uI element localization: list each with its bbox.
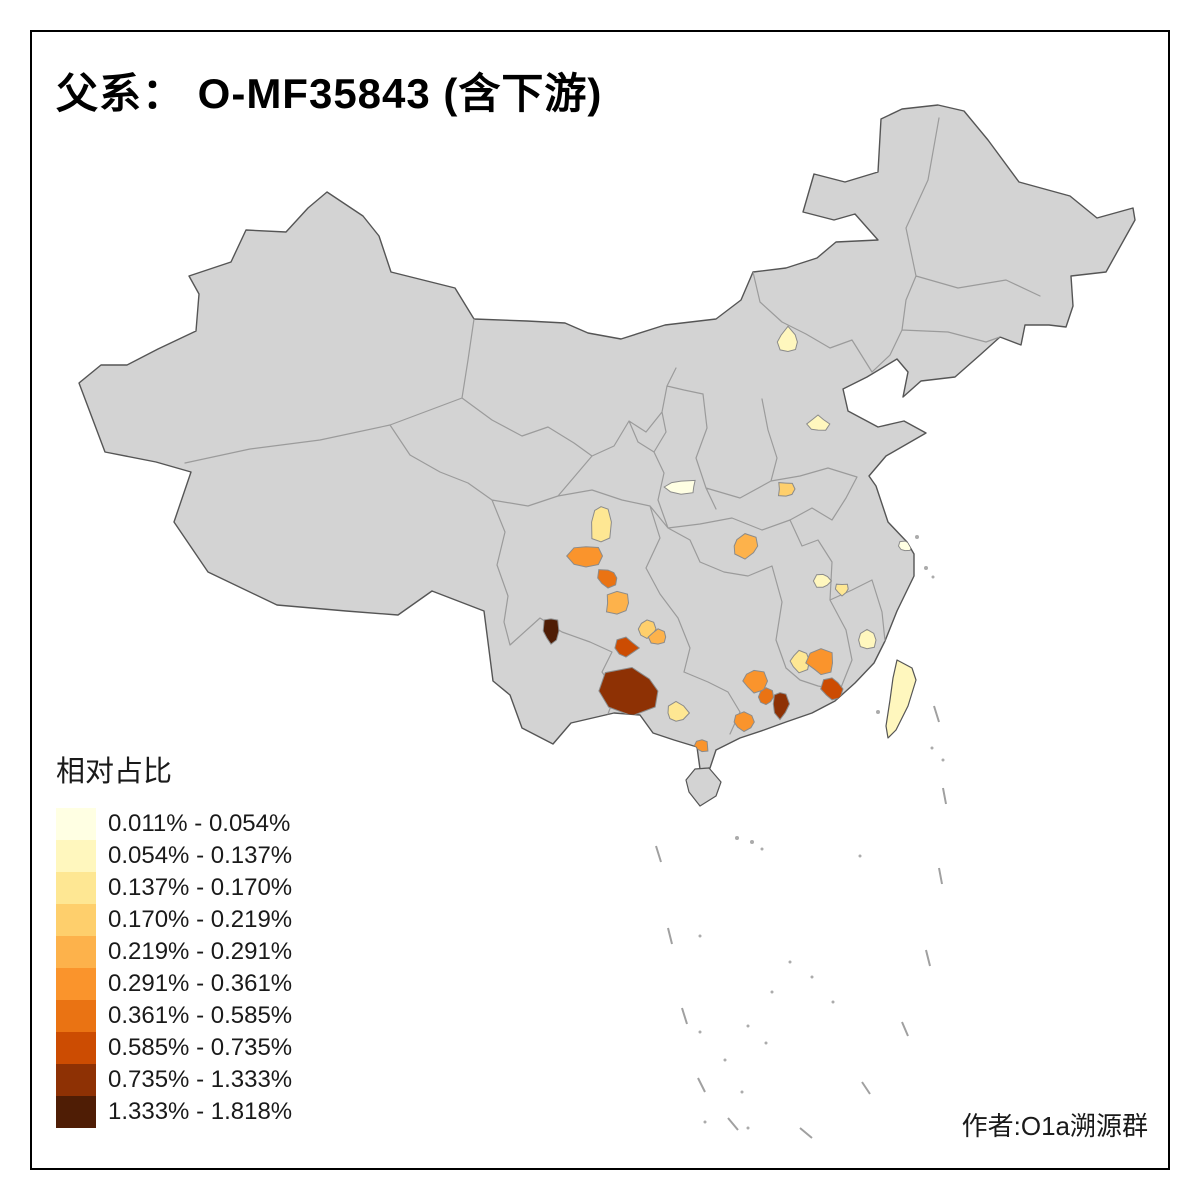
map-region-16 [733,711,755,733]
legend-label: 0.011% - 0.054% [108,810,291,837]
legend-label: 0.137% - 0.170% [108,874,293,901]
legend: 相对占比 0.011% - 0.054% 0.054% - 0.137% 0.1… [56,748,292,1128]
map-region-11 [614,636,641,658]
legend-swatch [56,1064,96,1096]
map-region-9 [605,590,630,615]
legend-label: 0.735% - 1.333% [108,1066,293,1093]
map-region-1 [776,325,798,353]
legend-title: 相对占比 [56,756,173,788]
mainland-outline [78,104,1136,770]
map-region-5 [733,533,759,560]
legend-row: 0.361% - 0.585% [56,1000,292,1032]
map-region-14 [667,700,691,722]
province-borders [184,117,1041,735]
legend-swatch [56,904,96,936]
legend-label: 0.361% - 0.585% [108,1002,293,1029]
legend-row: 0.219% - 0.291% [56,936,292,968]
map-region-18 [757,687,775,706]
legend-row: 0.585% - 0.735% [56,1032,292,1064]
legend-row: 0.291% - 0.361% [56,968,292,1000]
legend-row: 0.170% - 0.219% [56,904,292,936]
legend-row: 1.333% - 1.818% [56,1096,292,1128]
legend-swatch [56,936,96,968]
map-region-23 [812,573,833,588]
map-region-27 [647,628,667,645]
legend-swatch [56,1096,96,1128]
legend-row: 0.735% - 1.333% [56,1064,292,1096]
legend-row: 0.011% - 0.054% [56,808,292,840]
map-region-2 [805,414,831,431]
map-region-26 [834,583,849,597]
legend-label: 0.585% - 0.735% [108,1034,293,1061]
legend-swatch [56,1032,96,1064]
map-region-19 [789,649,810,674]
sea-dash-marks [655,705,947,1139]
legend-swatch [56,872,96,904]
map-region-3 [663,479,696,495]
legend-swatch [56,808,96,840]
page-title: 父系： O-MF35843 (含下游) [56,70,603,117]
map-region-17 [772,692,791,721]
legend-label: 0.170% - 0.219% [108,906,293,933]
map-region-20 [805,648,834,676]
hainan-island [685,767,722,807]
legend-swatch [56,840,96,872]
legend-row: 0.054% - 0.137% [56,840,292,872]
map-region-4 [777,482,796,497]
map-region-21 [820,677,844,701]
map-region-15 [742,669,769,694]
legend-rows: 0.011% - 0.054% 0.054% - 0.137% 0.137% -… [56,808,292,1128]
legend-swatch [56,968,96,1000]
author-credit: 作者:O1a溯源群 [961,1111,1148,1141]
legend-label: 0.291% - 0.361% [108,970,293,997]
map-region-22 [858,628,877,650]
map-region-6 [591,506,612,543]
taiwan-island [885,659,917,739]
map-region-7 [566,546,604,568]
map-region-8 [597,569,618,589]
map-region-10 [542,618,560,645]
sea-islands [698,535,945,1130]
map-region-13 [598,666,659,717]
map-region-25 [693,739,709,753]
legend-label: 0.054% - 0.137% [108,842,293,869]
shaded-regions [542,325,913,753]
legend-swatch [56,1000,96,1032]
legend-label: 1.333% - 1.818% [108,1098,293,1125]
legend-label: 0.219% - 0.291% [108,938,293,965]
legend-row: 0.137% - 0.170% [56,872,292,904]
